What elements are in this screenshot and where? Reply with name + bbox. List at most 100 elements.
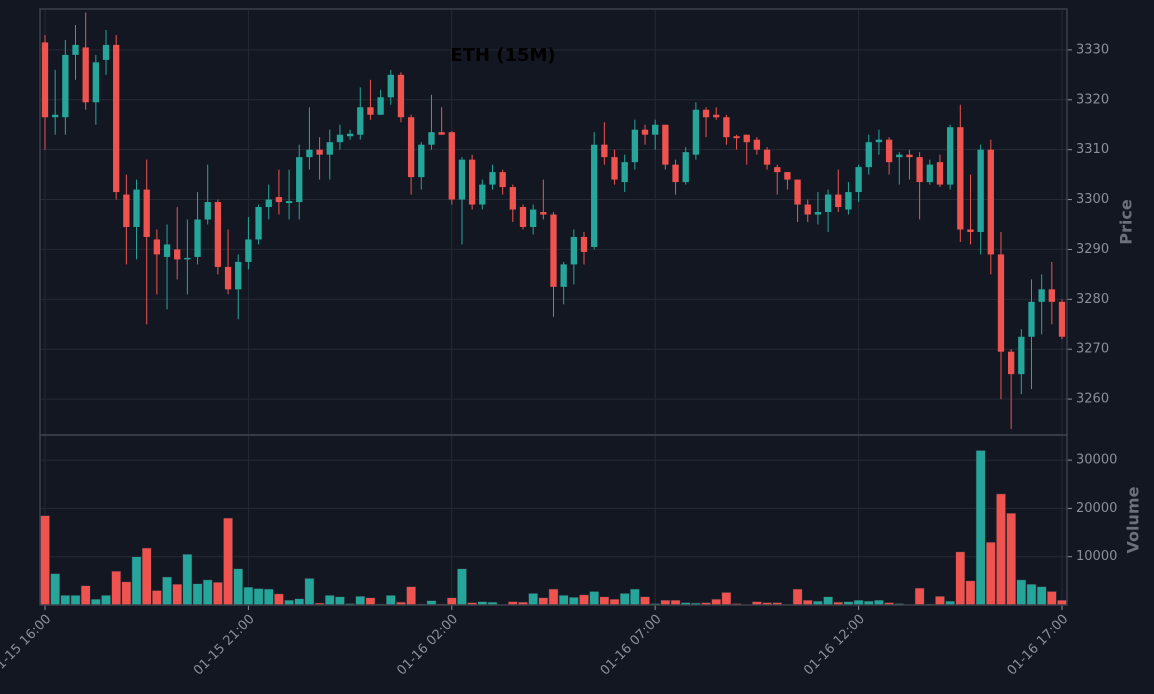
- volume-bar: [182, 554, 193, 606]
- candle-body: [946, 127, 954, 185]
- candle-body: [621, 162, 628, 183]
- volume-bar: [192, 583, 203, 606]
- candle-body: [1018, 336, 1025, 375]
- candle-body: [784, 172, 791, 180]
- volume-axis-label: Volume: [1124, 486, 1143, 553]
- volume-bar: [385, 595, 396, 606]
- volume-tick-label: 30000: [1076, 453, 1117, 468]
- volume-bar: [172, 583, 183, 606]
- candle-body: [153, 239, 161, 255]
- y-axis-label: Price: [1117, 199, 1136, 245]
- candle-body: [550, 214, 557, 287]
- volume-bar: [1006, 512, 1016, 606]
- candle-body: [143, 189, 150, 237]
- volume-bar: [406, 586, 416, 606]
- volume-bar: [101, 595, 111, 606]
- volume-bar: [355, 596, 366, 606]
- candle-body: [1007, 351, 1015, 375]
- volume-bar: [640, 596, 650, 606]
- volume-bar: [446, 597, 457, 606]
- candle-body: [591, 144, 598, 247]
- candle-body: [1028, 301, 1035, 337]
- volume-bar: [955, 551, 966, 606]
- candle-body: [570, 236, 577, 265]
- candle-body: [62, 54, 69, 118]
- candle-body: [92, 62, 100, 103]
- y-tick-label: 3260: [1076, 392, 1109, 407]
- volume-bar: [1026, 583, 1037, 606]
- volume-bar: [457, 568, 467, 606]
- volume-bar: [243, 586, 254, 606]
- volume-bar: [528, 593, 538, 606]
- volume-bar: [975, 450, 986, 606]
- volume-bar: [1036, 586, 1047, 606]
- volume-bar: [569, 597, 579, 606]
- candle-body: [163, 244, 171, 257]
- volume-bar: [538, 597, 549, 606]
- volume-bar: [304, 578, 315, 606]
- candle-body: [733, 136, 740, 139]
- candle-body: [387, 74, 394, 98]
- candle-body: [194, 219, 201, 257]
- volume-bar: [823, 596, 833, 606]
- candle-body: [479, 184, 486, 205]
- candle-body: [428, 132, 435, 145]
- candle-body: [631, 129, 639, 163]
- candle-body: [723, 117, 730, 138]
- volume-bar: [294, 598, 305, 606]
- candle-body: [367, 107, 374, 115]
- candle-body: [397, 74, 405, 118]
- candle-body: [224, 266, 232, 290]
- candle-body: [133, 189, 140, 227]
- volume-bar: [599, 596, 610, 606]
- volume-bar: [335, 596, 345, 606]
- volume-bar: [619, 593, 630, 606]
- y-tick-label: 3330: [1076, 42, 1109, 57]
- volume-bar: [914, 587, 925, 606]
- candle-body: [530, 209, 537, 227]
- candle-body: [957, 127, 964, 230]
- candle-body: [357, 107, 364, 135]
- candle-body: [326, 142, 333, 155]
- candle-body: [916, 157, 923, 183]
- candle-body: [540, 212, 547, 215]
- candle-body: [52, 114, 59, 118]
- candle-body: [72, 44, 79, 55]
- candle-body: [458, 159, 466, 200]
- volume-bar: [40, 515, 50, 606]
- candle-body: [1038, 289, 1045, 302]
- candle-body: [855, 167, 862, 193]
- volume-bar: [630, 588, 640, 606]
- candle-body: [1048, 289, 1055, 302]
- volume-bar: [365, 597, 376, 606]
- volume-bar: [965, 580, 976, 606]
- volume-bar: [50, 573, 60, 606]
- candle-body: [509, 187, 516, 210]
- candle-body: [499, 172, 506, 188]
- candle-body: [987, 149, 994, 255]
- volume-bar: [324, 595, 335, 606]
- candle-body: [123, 194, 130, 227]
- candle-body: [255, 207, 262, 240]
- candle-body: [407, 117, 415, 178]
- candle-body: [814, 212, 822, 215]
- candle-body: [743, 134, 750, 143]
- volume-bar: [711, 598, 722, 606]
- candle-body: [835, 194, 842, 208]
- candle-body: [794, 179, 801, 205]
- volume-bar: [60, 595, 71, 606]
- volume-bar: [579, 594, 589, 606]
- candle-body: [448, 132, 455, 200]
- candle-body: [519, 207, 527, 227]
- candle-body: [346, 133, 354, 137]
- candle-body: [377, 97, 384, 115]
- volume-bar: [274, 593, 284, 606]
- volume-bar: [609, 598, 620, 606]
- candle-body: [601, 144, 608, 158]
- candle-body: [682, 152, 689, 183]
- volume-bar: [985, 541, 996, 606]
- candle-body: [774, 167, 781, 173]
- candle-body: [713, 114, 720, 118]
- candle-body: [692, 109, 700, 155]
